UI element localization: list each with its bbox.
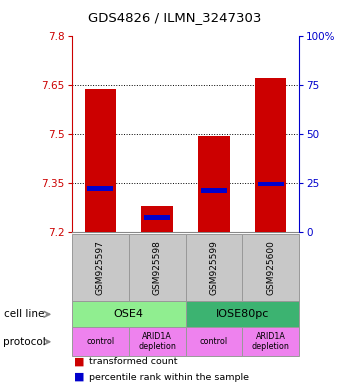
Text: GSM925598: GSM925598 xyxy=(153,240,162,295)
Bar xyxy=(144,215,170,220)
Bar xyxy=(141,206,173,232)
Text: GSM925600: GSM925600 xyxy=(266,240,275,295)
Text: protocol: protocol xyxy=(4,337,46,347)
Text: ARID1A
depletion: ARID1A depletion xyxy=(138,332,176,351)
Text: control: control xyxy=(86,337,114,346)
Text: cell line: cell line xyxy=(4,309,44,319)
Text: transformed count: transformed count xyxy=(89,357,178,366)
Text: GSM925597: GSM925597 xyxy=(96,240,105,295)
Text: ARID1A
depletion: ARID1A depletion xyxy=(252,332,290,351)
Text: control: control xyxy=(200,337,228,346)
Bar xyxy=(201,188,227,193)
Bar xyxy=(85,89,116,232)
Text: ■: ■ xyxy=(74,357,84,367)
Text: GSM925599: GSM925599 xyxy=(209,240,218,295)
Text: OSE4: OSE4 xyxy=(114,309,144,319)
Text: percentile rank within the sample: percentile rank within the sample xyxy=(89,372,249,382)
Bar xyxy=(88,186,113,190)
Text: IOSE80pc: IOSE80pc xyxy=(216,309,269,319)
Bar xyxy=(258,182,284,186)
Bar xyxy=(198,136,230,232)
Text: ■: ■ xyxy=(74,372,84,382)
Text: GDS4826 / ILMN_3247303: GDS4826 / ILMN_3247303 xyxy=(88,11,262,24)
Bar xyxy=(255,78,286,232)
